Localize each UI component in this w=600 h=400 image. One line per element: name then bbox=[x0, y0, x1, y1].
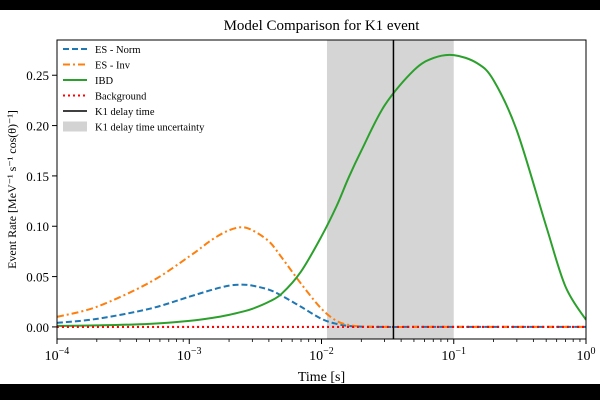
legend-label-es-norm: ES - Norm bbox=[95, 45, 141, 56]
y-axis-ticks: 0.00 0.05 0.10 0.15 0.20 0.25 bbox=[26, 68, 57, 335]
legend-label-ibd: IBD bbox=[95, 76, 114, 87]
legend-label-k1-delay-time: K1 delay time bbox=[95, 107, 155, 118]
legend: ES - Norm ES - Inv IBD Background K1 delay t… bbox=[63, 45, 205, 134]
y-tick-label: 0.05 bbox=[26, 270, 49, 285]
y-tick-label: 0.10 bbox=[26, 219, 49, 234]
x-tick-label: 10−1 bbox=[441, 346, 466, 364]
x-tick-label: 10−2 bbox=[309, 346, 334, 364]
plot-frame: Model Comparison for K1 event 10−4 10−3 10… bbox=[0, 10, 600, 384]
y-axis-label: Event Rate [MeV⁻¹ s⁻¹ cos(θ)⁻¹] bbox=[5, 110, 19, 269]
x-tick-label: 100 bbox=[577, 346, 596, 364]
legend-label-k1-delay-time-uncertainty: K1 delay time uncertainty bbox=[95, 123, 205, 134]
x-axis-ticks: 10−4 10−3 10−2 10−1 100 bbox=[45, 339, 596, 364]
chart-title: Model Comparison for K1 event bbox=[224, 18, 421, 34]
series-layer bbox=[57, 53, 586, 329]
series-line-ibd bbox=[57, 53, 586, 327]
x-tick-label: 10−4 bbox=[45, 346, 70, 364]
legend-label-background: Background bbox=[95, 92, 147, 103]
y-tick-label: 0.20 bbox=[26, 119, 49, 134]
legend-label-es-inv: ES - Inv bbox=[95, 61, 131, 72]
series-line-es-inv bbox=[57, 226, 586, 328]
y-tick-label: 0.15 bbox=[26, 169, 49, 184]
line-chart: Model Comparison for K1 event 10−4 10−3 10… bbox=[5, 18, 596, 384]
x-tick-label: 10−3 bbox=[177, 346, 202, 364]
delay-uncertainty-band bbox=[326, 40, 454, 339]
y-tick-label: 0.25 bbox=[26, 68, 49, 83]
band-layer bbox=[326, 40, 454, 339]
series-line-es-norm bbox=[57, 283, 586, 328]
y-tick-label: 0.00 bbox=[26, 320, 49, 335]
x-axis-label: Time [s] bbox=[298, 370, 345, 384]
axes-box bbox=[56, 39, 587, 340]
legend-swatch-k1-delay-time-uncertainty bbox=[63, 121, 87, 132]
